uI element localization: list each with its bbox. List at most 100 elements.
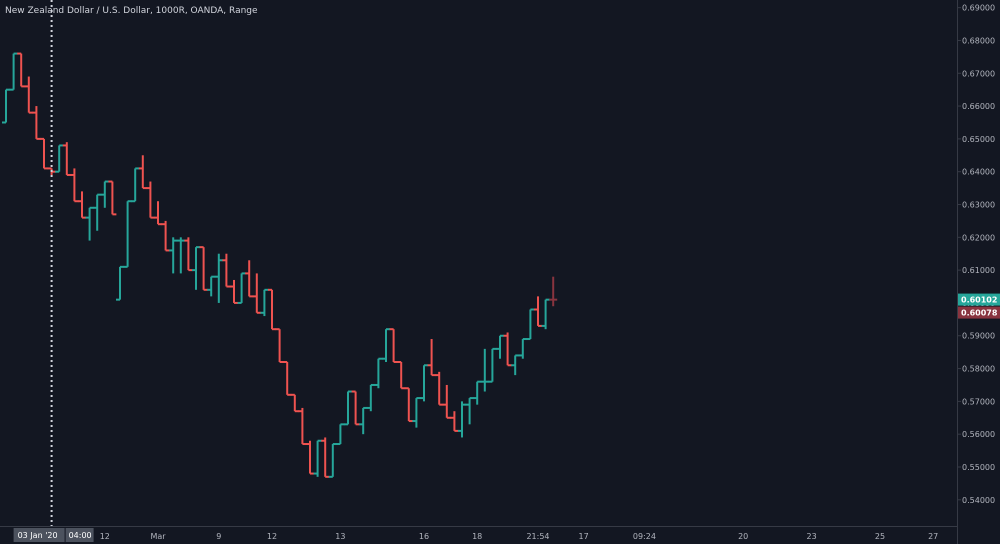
- price-badges: 0.60102 0.60078: [958, 293, 1000, 319]
- price-bars[interactable]: [2, 52, 558, 478]
- ohlc-bar[interactable]: [192, 246, 200, 290]
- ohlc-bar[interactable]: [2, 88, 10, 124]
- ohlc-bar[interactable]: [268, 288, 276, 331]
- time-axis[interactable]: 12 Mar 9 12 13 16 18 21:54 17 09:24 20 23 25 27: [100, 532, 939, 541]
- ohlc-bar[interactable]: [100, 180, 109, 208]
- ohlc-bar[interactable]: [374, 357, 383, 389]
- ohlc-bar[interactable]: [488, 347, 497, 383]
- ohlc-bar[interactable]: [17, 52, 26, 88]
- ohlc-bar[interactable]: [298, 407, 307, 446]
- ohlc-bar[interactable]: [146, 181, 155, 219]
- price-axis[interactable]: 0.69000 0.68000 0.67000 0.66000 0.65000 0.640…: [957, 4, 995, 505]
- price-tick-label: 0.58000: [962, 365, 995, 374]
- time-tick-label: 25: [875, 532, 885, 541]
- ohlc-bar[interactable]: [450, 411, 459, 432]
- ohlc-bar[interactable]: [351, 390, 360, 426]
- ohlc-bar[interactable]: [245, 260, 254, 298]
- ohlc-bar[interactable]: [237, 272, 246, 304]
- ohlc-bar[interactable]: [78, 191, 86, 219]
- price-tick-label: 0.57000: [962, 397, 995, 406]
- price-tick-label: 0.69000: [962, 4, 995, 13]
- crosshair-time-box: [65, 528, 94, 542]
- ohlc-bar[interactable]: [435, 371, 444, 406]
- crosshair: 03 Jan '20 04:00: [13, 0, 94, 542]
- ohlc-bar[interactable]: [252, 273, 261, 314]
- crosshair-time-label: 04:00: [69, 531, 92, 540]
- price-tick-label: 0.55000: [962, 463, 995, 472]
- chart-title: New Zealand Dollar / U.S. Dollar, 1000R,…: [5, 6, 258, 16]
- ohlc-bar[interactable]: [85, 206, 94, 241]
- ohlc-bar[interactable]: [138, 155, 147, 190]
- time-tick-label: 18: [472, 532, 482, 541]
- ohlc-bar[interactable]: [503, 332, 512, 367]
- ohlc-bar[interactable]: [108, 180, 117, 216]
- ohlc-bar[interactable]: [230, 279, 238, 304]
- ohlc-bar[interactable]: [549, 276, 558, 307]
- price-tick-label: 0.59000: [962, 332, 995, 341]
- ohlc-bar[interactable]: [328, 443, 337, 478]
- price-tick-label: 0.61000: [962, 266, 995, 275]
- ohlc-bar[interactable]: [176, 237, 185, 274]
- ohlc-bar[interactable]: [473, 380, 482, 405]
- ohlc-bar[interactable]: [442, 384, 451, 419]
- ohlc-bar[interactable]: [397, 360, 406, 390]
- ohlc-bar[interactable]: [214, 253, 223, 303]
- ohlc-bar[interactable]: [207, 275, 216, 297]
- ohlc-bar[interactable]: [131, 167, 140, 203]
- ohlc-bar[interactable]: [526, 308, 535, 341]
- ohlc-bar[interactable]: [40, 137, 48, 170]
- ohlc-bar[interactable]: [24, 76, 33, 114]
- ohlc-bar[interactable]: [518, 338, 527, 359]
- ohlc-bar[interactable]: [313, 439, 322, 477]
- ohlc-bar[interactable]: [480, 348, 489, 392]
- last-price-badge: [958, 293, 1000, 306]
- price-tick-label: 0.62000: [962, 233, 995, 242]
- ohlc-bar[interactable]: [70, 168, 79, 203]
- ohlc-bar[interactable]: [283, 360, 292, 396]
- ohlc-bar[interactable]: [62, 142, 71, 176]
- ohlc-bar[interactable]: [161, 220, 170, 252]
- ohlc-bar[interactable]: [169, 237, 178, 274]
- time-tick-label: 20: [738, 532, 748, 541]
- price-tick-label: 0.63000: [962, 201, 995, 210]
- ohlc-bar[interactable]: [260, 288, 269, 317]
- ohlc-bar[interactable]: [123, 200, 132, 268]
- ohlc-bar[interactable]: [116, 265, 124, 301]
- ohlc-bar[interactable]: [184, 237, 193, 272]
- ohlc-bar[interactable]: [541, 298, 550, 330]
- ohlc-bar[interactable]: [366, 383, 375, 412]
- ohlc-bar[interactable]: [9, 52, 18, 91]
- price-tick-label: 0.68000: [962, 36, 995, 45]
- ohlc-bar[interactable]: [420, 364, 428, 402]
- ohlc-bar[interactable]: [359, 406, 368, 435]
- ohlc-bar[interactable]: [344, 390, 352, 426]
- ohlc-bar[interactable]: [275, 328, 284, 363]
- ohlc-bar[interactable]: [199, 246, 208, 291]
- ohlc-bar[interactable]: [496, 334, 504, 359]
- ohlc-bar[interactable]: [32, 106, 41, 140]
- ohlc-bar[interactable]: [382, 328, 390, 362]
- price-tick-label: 0.66000: [962, 102, 995, 111]
- ohlc-bar[interactable]: [55, 144, 64, 173]
- crosshair-date-box: [13, 528, 65, 542]
- ohlc-bar[interactable]: [458, 401, 466, 438]
- ohlc-bar[interactable]: [389, 328, 398, 363]
- ohlc-bar[interactable]: [427, 339, 436, 377]
- ohlc-bar[interactable]: [154, 201, 162, 226]
- ohlc-bar[interactable]: [321, 437, 330, 478]
- time-tick-label: 17: [579, 532, 589, 541]
- ohlc-bar[interactable]: [93, 193, 102, 231]
- time-tick-label: 13: [335, 532, 345, 541]
- ohlc-bar[interactable]: [336, 423, 345, 446]
- last-price-label: 0.60102: [961, 296, 997, 305]
- crosshair-date-label: 03 Jan '20: [18, 531, 58, 540]
- ohlc-bar[interactable]: [290, 393, 299, 413]
- ohlc-bar[interactable]: [404, 387, 413, 423]
- ohlc-bar[interactable]: [306, 440, 314, 475]
- ohlc-bar[interactable]: [511, 354, 520, 376]
- ohlc-bar[interactable]: [222, 253, 231, 288]
- ohlc-bar[interactable]: [465, 397, 474, 425]
- ohlc-bar[interactable]: [412, 397, 421, 428]
- ohlc-bar[interactable]: [534, 296, 542, 327]
